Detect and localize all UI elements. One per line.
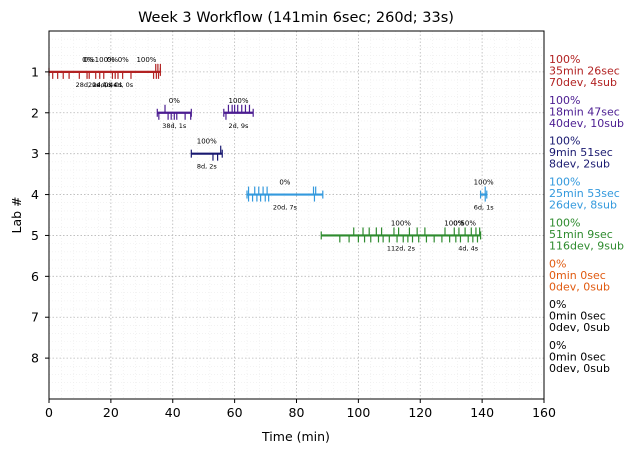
lab-1-marker-percent: 0% bbox=[84, 56, 95, 64]
lab-2-segment-percent: 0% bbox=[169, 97, 180, 105]
y-axis-label: Lab # bbox=[9, 196, 24, 233]
lab-5-summary-time: 51min 9sec bbox=[549, 228, 613, 241]
y-tick-label: 6 bbox=[31, 269, 39, 284]
lab-1-marker-label: 4d, 0s bbox=[113, 81, 134, 89]
lab-5-summary-percent: 100% bbox=[549, 216, 580, 229]
x-tick-label: 120 bbox=[408, 405, 432, 420]
lab-5-summary-counts: 116dev, 9sub bbox=[549, 239, 624, 252]
lab-3-summary-percent: 100% bbox=[549, 135, 580, 148]
lab-4-segment-percent: 0% bbox=[279, 179, 290, 187]
lab-2-timeline: 0% 38d, 1s 100% 2d, 9s bbox=[156, 97, 254, 130]
lab-1-marker-percent: 100% bbox=[136, 56, 156, 64]
lab-1-marker-percent: 0% bbox=[82, 56, 93, 64]
lab-3-timeline: 100% 8d, 2s bbox=[190, 138, 223, 171]
y-tick-label: 7 bbox=[31, 310, 39, 325]
lab-5-marker-percent: 50% bbox=[460, 219, 476, 227]
y-tick-label: 5 bbox=[31, 228, 39, 243]
x-tick-label: 0 bbox=[45, 405, 53, 420]
lab-7-summary-percent: 0% bbox=[549, 298, 566, 311]
lab-4-summary-percent: 100% bbox=[549, 176, 580, 189]
lab-7-summary-time: 0min 0sec bbox=[549, 310, 606, 323]
lab-2-summary-percent: 100% bbox=[549, 94, 580, 107]
axis-layer: 0 20 40 60 80 100 120 140 160 1 2 3 4 5 6 7 8 bbox=[31, 64, 556, 420]
lab-1-segment-percent: 100% bbox=[95, 56, 115, 64]
y-tick-label: 2 bbox=[31, 105, 39, 120]
lab-1-marker-label: 4d, 0s bbox=[102, 81, 123, 89]
lab-4-segment-label: 20d, 7s bbox=[273, 204, 298, 212]
lab-3-summary-time: 9min 51sec bbox=[549, 146, 613, 159]
lab-3-segment-label: 8d, 2s bbox=[197, 163, 218, 171]
lab-5-marker-percent: 0% bbox=[453, 219, 464, 227]
x-axis-label: Time (min) bbox=[261, 429, 330, 444]
lab-1-summary-percent: 100% bbox=[549, 53, 580, 66]
lab-1-marker-percent: 0% bbox=[107, 56, 118, 64]
lab-2-summary-counts: 40dev, 10sub bbox=[549, 117, 624, 130]
chart-title: Week 3 Workflow (141min 6sec; 260d; 33s) bbox=[138, 10, 454, 26]
lab-2-segment-label: 38d, 1s bbox=[162, 122, 187, 130]
y-tick-label: 3 bbox=[31, 146, 39, 161]
lab-5-marker-percent: 100% bbox=[444, 219, 464, 227]
lab-1-marker-label: 22d, 0s bbox=[88, 81, 113, 89]
lab-8-summary-percent: 0% bbox=[549, 339, 566, 352]
lab-4-summary-time: 25min 53sec bbox=[549, 187, 620, 200]
lab-8-summary-counts: 0dev, 0sub bbox=[549, 362, 610, 375]
lab-2-segment-percent: 100% bbox=[228, 97, 248, 105]
lab-4-segment-label: 6d, 1s bbox=[474, 204, 495, 212]
lab-2-summary-time: 18min 47sec bbox=[549, 105, 620, 118]
lab-3-summary-counts: 8dev, 2sub bbox=[549, 158, 610, 171]
lab-4-segment-percent: 100% bbox=[474, 179, 494, 187]
lab-6-summary-time: 0min 0sec bbox=[549, 269, 606, 282]
lab-1-segment-label: 14d, 4s bbox=[93, 81, 118, 89]
lab-5-segment-percent: 100% bbox=[391, 219, 411, 227]
lab-1-summary-counts: 70dev, 4sub bbox=[549, 76, 617, 89]
lab-5-segment-label: 112d, 2s bbox=[387, 244, 416, 252]
lab-8-summary-time: 0min 0sec bbox=[549, 351, 606, 364]
y-tick-label: 1 bbox=[31, 64, 39, 79]
y-tick-label: 4 bbox=[31, 187, 39, 202]
lab-1-marker-label: 28d, 0s bbox=[76, 81, 101, 89]
lab-6-summary-counts: 0dev, 0sub bbox=[549, 280, 610, 293]
x-tick-label: 60 bbox=[227, 405, 243, 420]
lab-4-timeline: 0% 20d, 7s 100% 6d, 1s bbox=[246, 179, 495, 212]
y-tick-label: 8 bbox=[31, 351, 39, 366]
x-tick-label: 140 bbox=[470, 405, 494, 420]
lab-4-summary-counts: 26dev, 8sub bbox=[549, 199, 617, 212]
x-tick-label: 80 bbox=[289, 405, 305, 420]
lab-1-summary-time: 35min 26sec bbox=[549, 64, 620, 77]
x-tick-label: 20 bbox=[103, 405, 119, 420]
lab-2-segment-label: 2d, 9s bbox=[229, 122, 250, 130]
lab-5-marker-label: 4d, 4s bbox=[458, 244, 479, 252]
x-tick-label: 40 bbox=[165, 405, 181, 420]
x-tick-label: 160 bbox=[532, 405, 556, 420]
lab-3-segment-percent: 100% bbox=[197, 138, 217, 146]
x-tick-label: 100 bbox=[346, 405, 370, 420]
lab-1-marker-percent: 0% bbox=[118, 56, 129, 64]
grid-layer bbox=[48, 31, 545, 399]
lab-6-summary-percent: 0% bbox=[549, 257, 566, 270]
lab-7-summary-counts: 0dev, 0sub bbox=[549, 321, 610, 334]
